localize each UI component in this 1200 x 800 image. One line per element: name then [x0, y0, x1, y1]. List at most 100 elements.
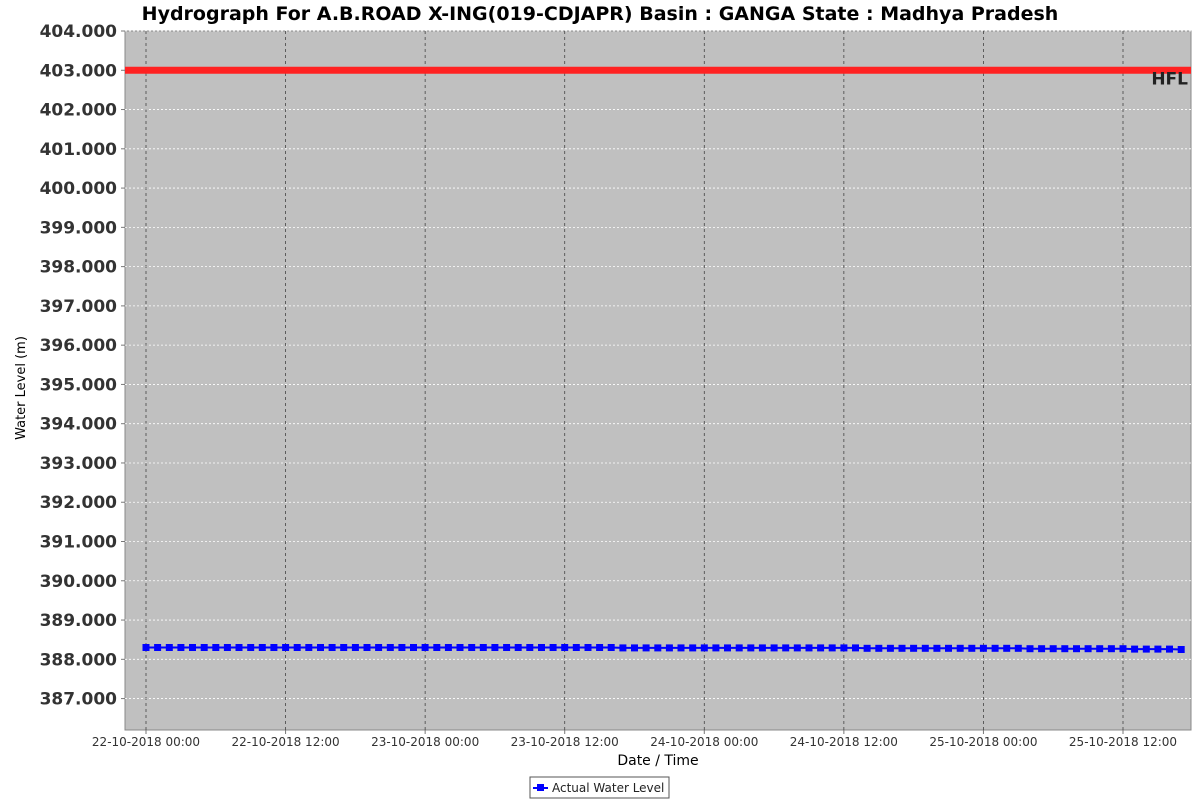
data-point [410, 644, 417, 651]
data-point [596, 644, 604, 651]
data-point [1026, 645, 1034, 653]
x-tick-label: 23-10-2018 12:00 [511, 735, 619, 749]
y-tick-label: 389.000 [40, 611, 118, 631]
data-point [665, 644, 673, 652]
data-point [514, 644, 522, 651]
x-tick-label: 24-10-2018 00:00 [650, 735, 758, 749]
data-point [828, 644, 836, 652]
y-tick-label: 394.000 [40, 415, 118, 435]
y-tick-label: 403.000 [40, 61, 118, 81]
data-point [607, 644, 615, 651]
y-axis-ticks: 404.000 403.000 402.000 401.000 400.000 399.0… [40, 22, 125, 710]
data-point [189, 644, 196, 651]
data-point [247, 644, 255, 651]
y-tick-label: 404.000 [40, 22, 118, 42]
data-point [549, 644, 557, 651]
data-point [293, 644, 301, 651]
data-point [386, 644, 394, 651]
data-point [538, 644, 545, 651]
x-tick-label: 24-10-2018 12:00 [790, 735, 898, 749]
y-axis-label: Water Level (m) [14, 336, 29, 440]
data-point [840, 644, 848, 652]
data-point [1131, 645, 1139, 653]
data-point [619, 644, 627, 652]
data-point [165, 644, 173, 651]
data-point [351, 644, 359, 651]
data-point [1142, 645, 1150, 653]
data-point [817, 644, 825, 652]
data-point [584, 644, 592, 651]
data-point [491, 644, 499, 651]
data-point [503, 644, 511, 651]
y-tick-label: 400.000 [40, 179, 118, 199]
y-tick-label: 399.000 [40, 218, 118, 238]
x-axis-label: Date / Time [617, 753, 698, 769]
data-point [317, 644, 324, 651]
y-tick-label: 398.000 [40, 258, 118, 278]
data-point [258, 644, 266, 651]
data-point [991, 644, 999, 652]
data-point [782, 644, 790, 652]
data-point [421, 644, 429, 651]
data-point [758, 644, 766, 652]
data-point [142, 644, 150, 651]
data-point [561, 644, 569, 651]
plot-area [124, 30, 1192, 731]
data-point [933, 644, 941, 652]
data-point [444, 644, 452, 651]
data-point [375, 644, 383, 651]
data-point [875, 644, 883, 652]
data-point [689, 644, 697, 652]
series-actual-water-level [142, 644, 1185, 653]
data-point [863, 644, 871, 652]
data-point [747, 644, 755, 652]
y-tick-label: 396.000 [40, 336, 118, 356]
data-point [1166, 645, 1173, 653]
x-tick-label: 22-10-2018 00:00 [92, 735, 200, 749]
y-tick-label: 392.000 [40, 493, 118, 513]
data-point [305, 644, 313, 651]
x-tick-label: 25-10-2018 00:00 [929, 735, 1037, 749]
data-point [212, 644, 220, 651]
data-point [1084, 645, 1092, 653]
data-point [1096, 645, 1104, 653]
data-point [433, 644, 441, 651]
data-point [1061, 645, 1069, 653]
data-point [270, 644, 278, 651]
data-point [1177, 646, 1185, 653]
data-point [642, 644, 650, 652]
y-tick-label: 402.000 [40, 101, 118, 121]
hfl-label: HFL [1151, 69, 1188, 89]
chart-title: Hydrograph For A.B.ROAD X-ING(019-CDJAPR… [142, 3, 1059, 25]
data-point [456, 644, 464, 651]
data-point [1073, 645, 1080, 653]
data-point [468, 644, 476, 651]
data-point [1014, 644, 1022, 652]
y-tick-label: 395.000 [40, 375, 118, 395]
data-point [1003, 644, 1011, 652]
data-point [340, 644, 348, 651]
y-tick-label: 393.000 [40, 454, 118, 474]
horizontal-gridlines [125, 30, 1191, 699]
data-point [200, 644, 208, 651]
data-point [654, 644, 662, 652]
data-point [1038, 645, 1046, 653]
y-tick-label: 387.000 [40, 690, 118, 710]
data-point [724, 644, 731, 652]
data-point [177, 644, 185, 651]
data-point [328, 644, 336, 651]
hfl-reference-line: HFL [125, 66, 1191, 89]
data-point [712, 644, 720, 652]
data-point [735, 644, 743, 652]
data-point [968, 644, 976, 652]
vertical-gridlines [145, 31, 1124, 730]
data-point [700, 644, 708, 652]
data-point [805, 644, 813, 652]
legend-box [529, 776, 670, 799]
data-point [526, 644, 534, 651]
data-point [223, 644, 231, 651]
x-tick-label: 22-10-2018 12:00 [232, 735, 340, 749]
data-point [979, 644, 987, 652]
data-point [945, 644, 952, 652]
data-point [770, 644, 778, 652]
